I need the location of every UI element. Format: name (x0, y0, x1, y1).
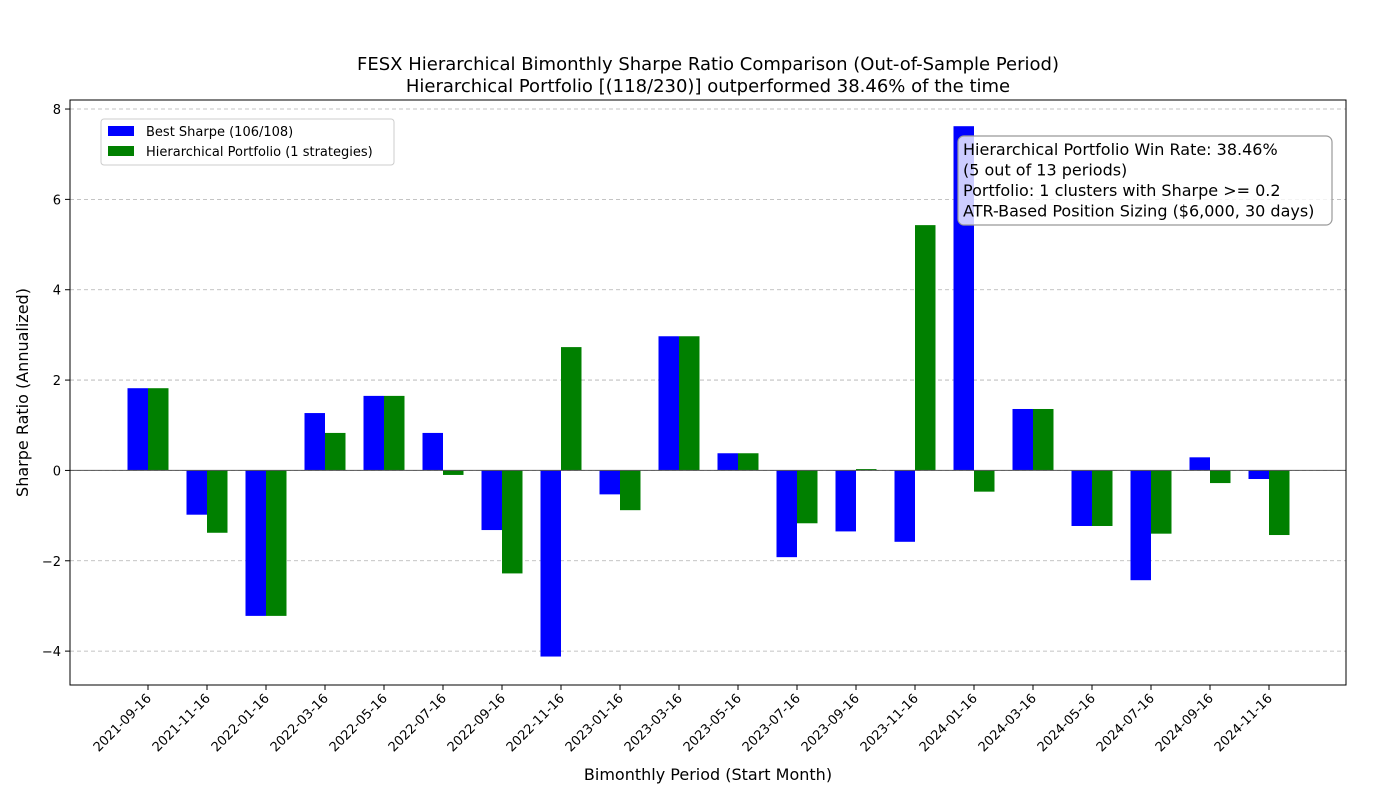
legend-swatch-best-sharpe (108, 126, 134, 136)
x-tick-label: 2024-11-16 (1212, 691, 1276, 755)
bar-hierarchical-portfolio (1151, 470, 1172, 534)
y-axis-label: Sharpe Ratio (Annualized) (13, 288, 32, 497)
bar-best-sharpe (1248, 470, 1269, 480)
plot-frame (69, 99, 1347, 686)
x-tick-label: 2023-03-16 (622, 691, 686, 755)
bar-hierarchical-portfolio (502, 470, 523, 574)
legend-label-hierarchical-portfolio: Hierarchical Portfolio (1 strategies) (146, 145, 373, 160)
chart-subtitle: Hierarchical Portfolio [(118/230)] outpe… (406, 76, 1010, 97)
bar-best-sharpe (599, 470, 620, 495)
y-tick-label: −4 (42, 645, 61, 660)
bar-best-sharpe (835, 470, 856, 532)
bar-best-sharpe (422, 432, 443, 471)
legend-label-best-sharpe: Best Sharpe (106/108) (146, 125, 293, 140)
x-tick-label: 2023-11-16 (858, 691, 922, 755)
x-tick-label: 2023-09-16 (799, 691, 863, 755)
bar-hierarchical-portfolio (325, 432, 346, 471)
bar-hierarchical-portfolio (207, 470, 228, 533)
x-tick-label: 2022-11-16 (504, 691, 568, 755)
annotation-line-clusters: Portfolio: 1 clusters with Sharpe >= 0.2 (963, 181, 1281, 200)
x-tick-label: 2024-05-16 (1035, 691, 1099, 755)
x-tick-label: 2024-01-16 (917, 691, 981, 755)
bar-hierarchical-portfolio (266, 470, 287, 616)
y-tick-label: 6 (53, 193, 61, 208)
legend-swatch-hierarchical-portfolio (108, 146, 134, 156)
legend-box (100, 118, 395, 166)
bar-hierarchical-portfolio (974, 470, 995, 492)
x-tick-label: 2024-03-16 (976, 691, 1040, 755)
bar-best-sharpe (717, 453, 738, 471)
y-tick-label: −2 (42, 555, 61, 570)
x-tick-label: 2022-01-16 (209, 691, 273, 755)
annotation-line-position-sizing: ATR-Based Position Sizing ($6,000, 30 da… (963, 202, 1314, 221)
bar-best-sharpe (363, 395, 384, 471)
bar-best-sharpe (1130, 470, 1151, 581)
x-tick-label: 2022-03-16 (268, 691, 332, 755)
annotation-box (957, 135, 1333, 226)
bar-best-sharpe (776, 470, 797, 558)
bar-hierarchical-portfolio (797, 470, 818, 524)
x-tick-label: 2021-11-16 (150, 691, 214, 755)
x-tick-label: 2022-05-16 (327, 691, 391, 755)
y-tick-label: 8 (53, 103, 61, 118)
bar-best-sharpe (127, 388, 148, 471)
legend[interactable]: Best Sharpe (106/108) Hierarchical Portf… (100, 118, 395, 166)
y-axis-ticks: −4 −2 0 2 4 6 8 (42, 103, 70, 660)
bar-best-sharpe (245, 470, 266, 616)
x-tick-label: 2021-09-16 (91, 691, 155, 755)
y-tick-label: 0 (53, 464, 61, 479)
bar-hierarchical-portfolio (1210, 470, 1231, 484)
x-axis-ticks: 2021-09-162021-11-162022-01-162022-03-16… (91, 685, 1276, 755)
bar-best-sharpe (658, 336, 679, 471)
chart-title: FESX Hierarchical Bimonthly Sharpe Ratio… (357, 54, 1059, 75)
bar-hierarchical-portfolio (561, 347, 582, 471)
bar-best-sharpe (186, 470, 207, 515)
annotation-line-periods: (5 out of 13 periods) (963, 161, 1127, 180)
bar-best-sharpe (1012, 408, 1033, 471)
bar-hierarchical-portfolio (1092, 470, 1113, 526)
bar-hierarchical-portfolio (384, 395, 405, 471)
bar-hierarchical-portfolio (738, 453, 759, 471)
bar-best-sharpe (540, 470, 561, 657)
bar-best-sharpe (304, 413, 325, 471)
bar-hierarchical-portfolio (148, 388, 169, 471)
bar-best-sharpe (894, 470, 915, 542)
x-tick-label: 2024-07-16 (1094, 691, 1158, 755)
x-tick-label: 2024-09-16 (1153, 691, 1217, 755)
bar-best-sharpe (1071, 470, 1092, 526)
bar-hierarchical-portfolio (856, 469, 877, 471)
bar-best-sharpe (1189, 457, 1210, 471)
annotation-line-win-rate: Hierarchical Portfolio Win Rate: 38.46% (963, 140, 1278, 159)
bar-hierarchical-portfolio (443, 470, 464, 475)
y-tick-label: 2 (53, 374, 61, 389)
x-tick-label: 2022-07-16 (386, 691, 450, 755)
x-tick-label: 2022-09-16 (445, 691, 509, 755)
bar-hierarchical-portfolio (1033, 408, 1054, 471)
bar-hierarchical-portfolio (1269, 470, 1290, 536)
x-tick-label: 2023-05-16 (681, 691, 745, 755)
bar-hierarchical-portfolio (915, 225, 936, 471)
bar-best-sharpe (481, 470, 502, 531)
bar-hierarchical-portfolio (679, 336, 700, 471)
x-tick-label: 2023-01-16 (563, 691, 627, 755)
x-axis-label: Bimonthly Period (Start Month) (584, 765, 832, 784)
y-tick-label: 4 (53, 284, 61, 299)
bar-hierarchical-portfolio (620, 470, 641, 511)
x-tick-label: 2023-07-16 (740, 691, 804, 755)
win-rate-annotation: Hierarchical Portfolio Win Rate: 38.46% … (957, 135, 1333, 226)
